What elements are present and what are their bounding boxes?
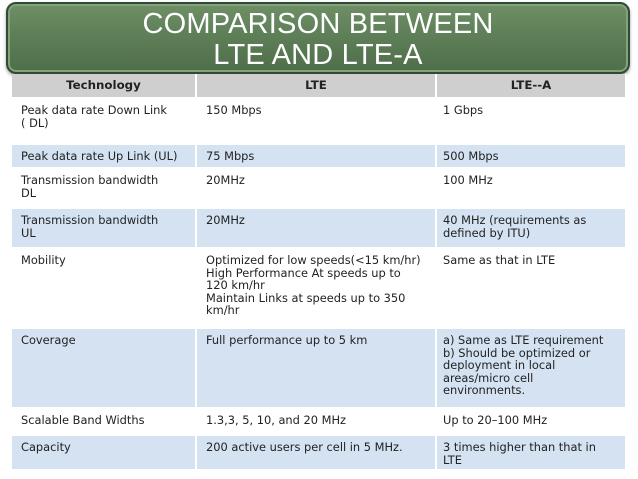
cell-lte: Optimized for low speeds(<15 km/hr) High… (196, 248, 437, 329)
cell-technology: Scalable Band Widths (12, 408, 197, 436)
header-lte: LTE (196, 74, 437, 99)
cell-technology: Coverage (12, 328, 197, 409)
cell-lte-a: 3 times higher than that in LTE (436, 435, 627, 472)
cell-lte-a: Up to 20–100 MHz (436, 408, 627, 436)
table-row: Peak data rate Up Link (UL) 75 Mbps 500 … (12, 144, 627, 169)
title-banner: COMPARISON BETWEEN LTE AND LTE-A (6, 2, 630, 74)
comparison-table-container: Technology LTE LTE--A Peak data rate Dow… (12, 74, 627, 472)
cell-lte: 20MHz (196, 168, 437, 209)
cell-technology: Transmission bandwidth UL (12, 208, 197, 249)
cell-lte-a: Same as that in LTE (436, 248, 627, 329)
cell-lte: 75 Mbps (196, 144, 437, 169)
cell-lte: 200 active users per cell in 5 MHz. (196, 435, 437, 472)
table-row: Transmission bandwidth UL 20MHz 40 MHz (… (12, 208, 627, 249)
cell-lte-a: 100 MHz (436, 168, 627, 209)
title-line-1: COMPARISON BETWEEN (142, 8, 494, 40)
cell-technology: Capacity (12, 435, 197, 472)
table-row: Transmission bandwidth DL 20MHz 100 MHz (12, 168, 627, 209)
header-lte-a: LTE--A (436, 74, 627, 99)
cell-technology: Transmission bandwidth DL (12, 168, 197, 209)
cell-lte-a: 1 Gbps (436, 98, 627, 145)
cell-lte-a: 40 MHz (requirements as defined by ITU) (436, 208, 627, 249)
title-line-2: LTE AND LTE-A (213, 39, 423, 71)
table-row: Peak data rate Down Link ( DL) 150 Mbps … (12, 98, 627, 145)
cell-technology: Peak data rate Up Link (UL) (12, 144, 197, 169)
table-header-row: Technology LTE LTE--A (12, 74, 627, 99)
cell-technology: Peak data rate Down Link ( DL) (12, 98, 197, 145)
cell-technology: Mobility (12, 248, 197, 329)
comparison-table: Technology LTE LTE--A Peak data rate Dow… (12, 74, 627, 472)
cell-lte: 150 Mbps (196, 98, 437, 145)
table-row: Scalable Band Widths 1.3,3, 5, 10, and 2… (12, 408, 627, 436)
table-row: Mobility Optimized for low speeds(<15 km… (12, 248, 627, 329)
cell-lte-a: a) Same as LTE requirement b) Should be … (436, 328, 627, 409)
cell-lte: 20MHz (196, 208, 437, 249)
table-row: Coverage Full performance up to 5 km a) … (12, 328, 627, 409)
cell-lte-a: 500 Mbps (436, 144, 627, 169)
table-row: Capacity 200 active users per cell in 5 … (12, 435, 627, 472)
cell-lte: 1.3,3, 5, 10, and 20 MHz (196, 408, 437, 436)
cell-lte: Full performance up to 5 km (196, 328, 437, 409)
header-technology: Technology (12, 74, 197, 99)
